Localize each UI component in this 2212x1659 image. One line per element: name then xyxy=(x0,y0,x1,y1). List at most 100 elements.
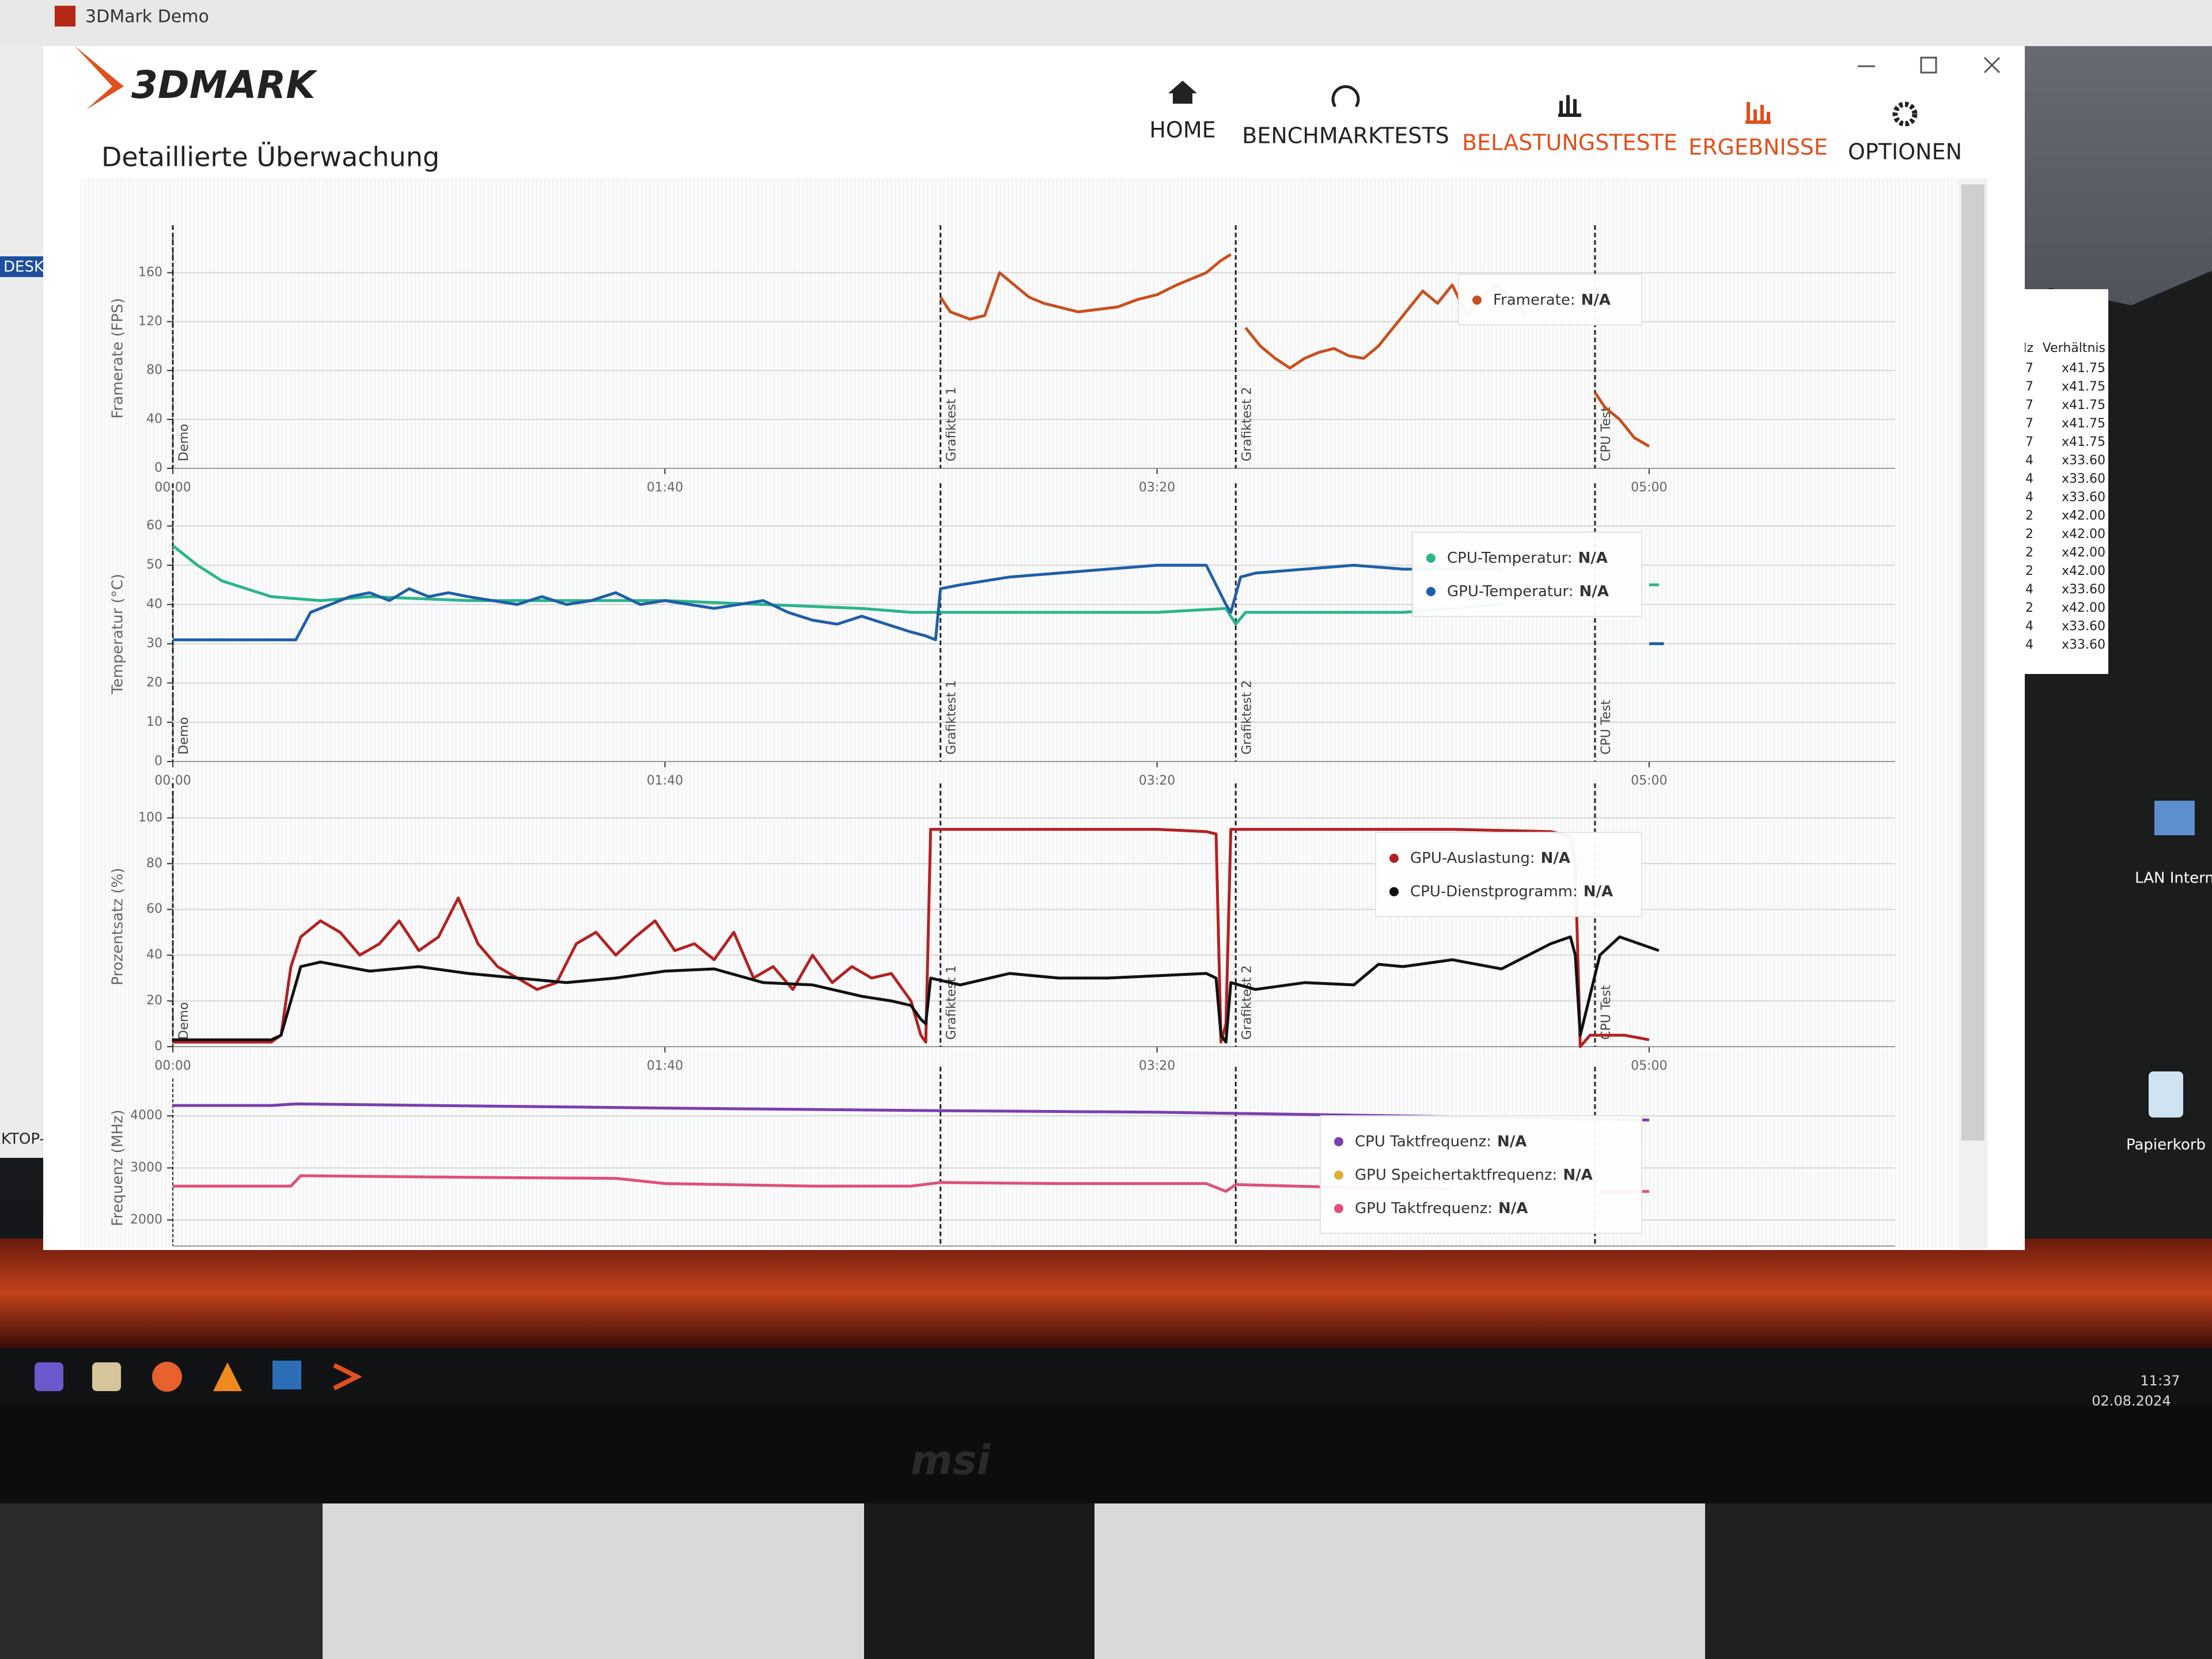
legend-box xyxy=(1375,832,1642,917)
options-icon[interactable] xyxy=(1892,101,1918,127)
legend-swatch xyxy=(1334,1171,1343,1180)
y-tick-label: 60 xyxy=(146,902,162,916)
nav-item[interactable]: BELASTUNGSTESTE xyxy=(1462,130,1677,156)
scrollbar-thumb[interactable] xyxy=(1961,184,1984,1141)
window-icon xyxy=(55,6,75,26)
legend-box xyxy=(1320,1115,1642,1234)
legend-entry: CPU-Temperatur: N/A xyxy=(1447,550,1608,567)
legend-name: Framerate: xyxy=(1493,291,1575,309)
monitor-stand xyxy=(864,1503,1094,1659)
y-tick-label: 4000 xyxy=(130,1108,162,1123)
lan-icon[interactable] xyxy=(2154,801,2195,835)
desktop-icon-label[interactable]: LAN Intern xyxy=(2135,870,2212,887)
series-line xyxy=(173,935,1660,1044)
chart: Frequenz (MHz) 2000 3000 4000 CPU Taktfreque… xyxy=(109,1067,1895,1247)
legend-box xyxy=(1412,532,1642,617)
nav-item[interactable]: ERGEBNISSE xyxy=(1688,135,1828,160)
x-tick-label: 01:40 xyxy=(647,774,683,788)
y-tick-label: 0 xyxy=(154,461,162,475)
table-cell: x33.60 xyxy=(2062,472,2105,486)
event-label: Grafiktest 2 xyxy=(1240,680,1254,755)
home-icon[interactable] xyxy=(1168,81,1197,104)
recycle-bin-icon[interactable] xyxy=(2149,1071,2183,1118)
table-cell: x33.60 xyxy=(2062,619,2105,634)
maximize-button[interactable] xyxy=(1920,56,1937,74)
x-tick-label: 03:20 xyxy=(1139,480,1175,495)
results-icon[interactable] xyxy=(1745,102,1771,124)
legend-swatch xyxy=(1472,296,1482,305)
plot-panel xyxy=(81,179,1959,1249)
event-label: Demo xyxy=(177,717,191,755)
legend-entry: CPU-Dienstprogramm: N/A xyxy=(1410,883,1613,900)
logo-mark xyxy=(75,46,124,109)
monitor-bezel xyxy=(0,1406,2212,1503)
x-tick-label: 00:00 xyxy=(154,1059,191,1073)
nav-item[interactable]: HOME xyxy=(1149,118,1215,143)
table-cell: x33.60 xyxy=(2062,582,2105,597)
series-line xyxy=(173,563,1664,645)
taskbar-app[interactable] xyxy=(35,1362,63,1391)
table-cell: x42.00 xyxy=(2062,509,2105,523)
series-line xyxy=(173,828,1650,1048)
table-cell: x41.75 xyxy=(2062,380,2105,394)
legend-status: N/A xyxy=(1581,291,1611,309)
legend-entry: GPU Speichertaktfrequenz: N/A xyxy=(1355,1166,1593,1184)
charts: Framerate (FPS) 0 40 80 120 160 00:00 01:40 03:2… xyxy=(109,225,1895,1247)
y-tick-label: 80 xyxy=(146,856,162,870)
stress-icon[interactable] xyxy=(1558,95,1581,117)
taskbar-app[interactable] xyxy=(333,1363,362,1391)
event-label: CPU Test xyxy=(1599,407,1613,461)
legend-entry: GPU-Auslastung: N/A xyxy=(1410,850,1570,867)
event-label: Grafiktest 1 xyxy=(945,680,959,755)
page-heading: Detaillierte Überwachung xyxy=(101,142,440,173)
table-cell: x41.75 xyxy=(2062,361,2105,376)
taskbar-app[interactable] xyxy=(92,1362,121,1391)
y-axis-label: Prozentsatz (%) xyxy=(109,868,127,985)
legend-status: N/A xyxy=(1584,883,1613,900)
x-tick-label: 01:40 xyxy=(647,1059,683,1073)
taskbar xyxy=(0,1348,2212,1406)
event-label: Demo xyxy=(177,424,191,461)
legend-name: CPU-Dienstprogramm: xyxy=(1410,883,1578,900)
x-tick-label: 01:40 xyxy=(647,480,683,495)
taskbar-app[interactable] xyxy=(272,1361,301,1389)
nav-item[interactable]: OPTIONEN xyxy=(1848,139,1962,165)
y-tick-label: 3000 xyxy=(130,1161,162,1175)
benchmark-icon[interactable] xyxy=(1331,85,1360,108)
y-tick-label: 160 xyxy=(138,265,162,279)
event-label: Grafiktest 1 xyxy=(945,965,959,1040)
taskbar-app[interactable] xyxy=(152,1362,182,1392)
y-tick-label: 0 xyxy=(154,1039,162,1054)
x-tick-label: 03:20 xyxy=(1139,774,1175,788)
y-tick-label: 40 xyxy=(146,597,162,611)
series-line xyxy=(172,544,1659,626)
clock-time[interactable]: 11:37 xyxy=(2140,1373,2180,1389)
y-tick-label: 40 xyxy=(146,948,162,962)
legend-swatch xyxy=(1389,887,1399,896)
monitor-brand: msi xyxy=(911,1437,991,1484)
y-axis-label: Temperatur (°C) xyxy=(109,574,127,695)
legend-swatch xyxy=(1426,554,1435,563)
table-cell: x42.00 xyxy=(2062,527,2105,541)
logo: 3DMARK xyxy=(131,63,318,107)
legend-name: CPU Taktfrequenz: xyxy=(1355,1133,1491,1150)
event-label: Grafiktest 2 xyxy=(1240,387,1254,461)
y-tick-label: 100 xyxy=(138,810,162,825)
legend-name: GPU-Auslastung: xyxy=(1410,850,1535,867)
speaker xyxy=(0,1503,323,1659)
y-tick-label: 30 xyxy=(146,637,162,651)
table-cell: x42.00 xyxy=(2062,564,2105,578)
taskbar-app[interactable] xyxy=(213,1362,242,1391)
wallpaper-grass xyxy=(0,1238,2212,1348)
y-tick-label: 2000 xyxy=(130,1213,162,1227)
y-axis-label: Framerate (FPS) xyxy=(109,298,127,419)
desktop-icon-label[interactable]: Papierkorb xyxy=(2126,1137,2206,1154)
nav-item[interactable]: BENCHMARKTESTS xyxy=(1242,123,1449,149)
legend-entry: Framerate: N/A xyxy=(1493,291,1611,309)
close-button[interactable] xyxy=(1983,56,2001,74)
event-label: CPU Test xyxy=(1599,985,1613,1040)
legend-swatch xyxy=(1426,587,1435,596)
selected-item: DESK xyxy=(3,259,44,276)
